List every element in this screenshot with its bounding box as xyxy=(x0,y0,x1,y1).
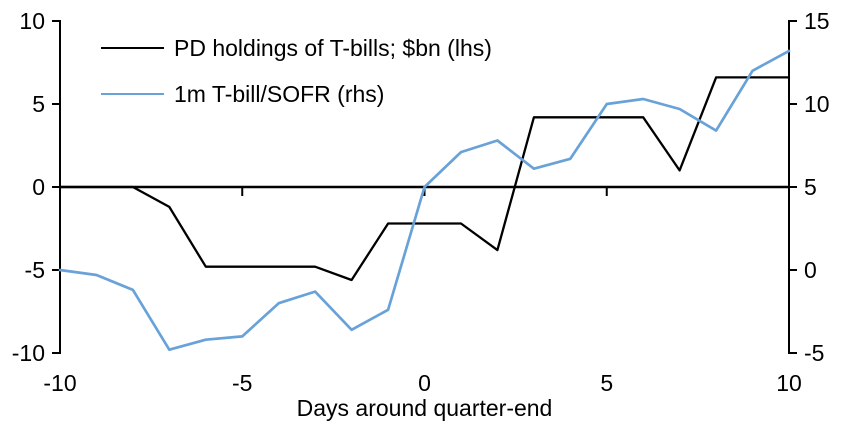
right-axis-tick-label: -5 xyxy=(804,340,824,366)
series-line-pd-holdings xyxy=(58,76,791,282)
legend-item-pd-holdings: PD holdings of T-bills; $bn (lhs) xyxy=(101,34,492,62)
legend-label-tbill-sofr: 1m T-bill/SOFR (rhs) xyxy=(174,80,385,107)
left-axis-tick-label: 0 xyxy=(32,174,45,200)
tbill-sofr-line-sample-icon xyxy=(101,93,164,95)
x-axis-tick-label: -5 xyxy=(232,370,252,396)
left-axis-tick-label: -5 xyxy=(25,257,45,283)
legend-label-pd-holdings: PD holdings of T-bills; $bn (lhs) xyxy=(174,34,492,61)
legend-item-tbill-sofr: 1m T-bill/SOFR (rhs) xyxy=(101,80,492,108)
x-axis-tick-label: 5 xyxy=(600,370,613,396)
left-axis-tick-label: -10 xyxy=(12,340,45,366)
pd-holdings-line-sample-icon xyxy=(101,47,164,49)
legend: PD holdings of T-bills; $bn (lhs) 1m T-b… xyxy=(101,34,492,126)
right-axis-tick-label: 15 xyxy=(804,8,830,34)
right-axis-tick-label: 0 xyxy=(804,257,817,283)
x-axis-title: Days around quarter-end xyxy=(296,395,553,421)
x-axis-tick-label: 10 xyxy=(776,370,802,396)
left-axis-tick-label: 10 xyxy=(19,8,45,34)
left-axis-tick-label: 5 xyxy=(32,91,45,117)
right-axis-tick-label: 10 xyxy=(804,91,830,117)
right-axis-tick-label: 5 xyxy=(804,174,817,200)
x-axis-tick-label: 0 xyxy=(418,370,431,396)
x-axis-tick-label: -10 xyxy=(43,370,76,396)
series-line-tbill-sofr xyxy=(58,49,791,352)
